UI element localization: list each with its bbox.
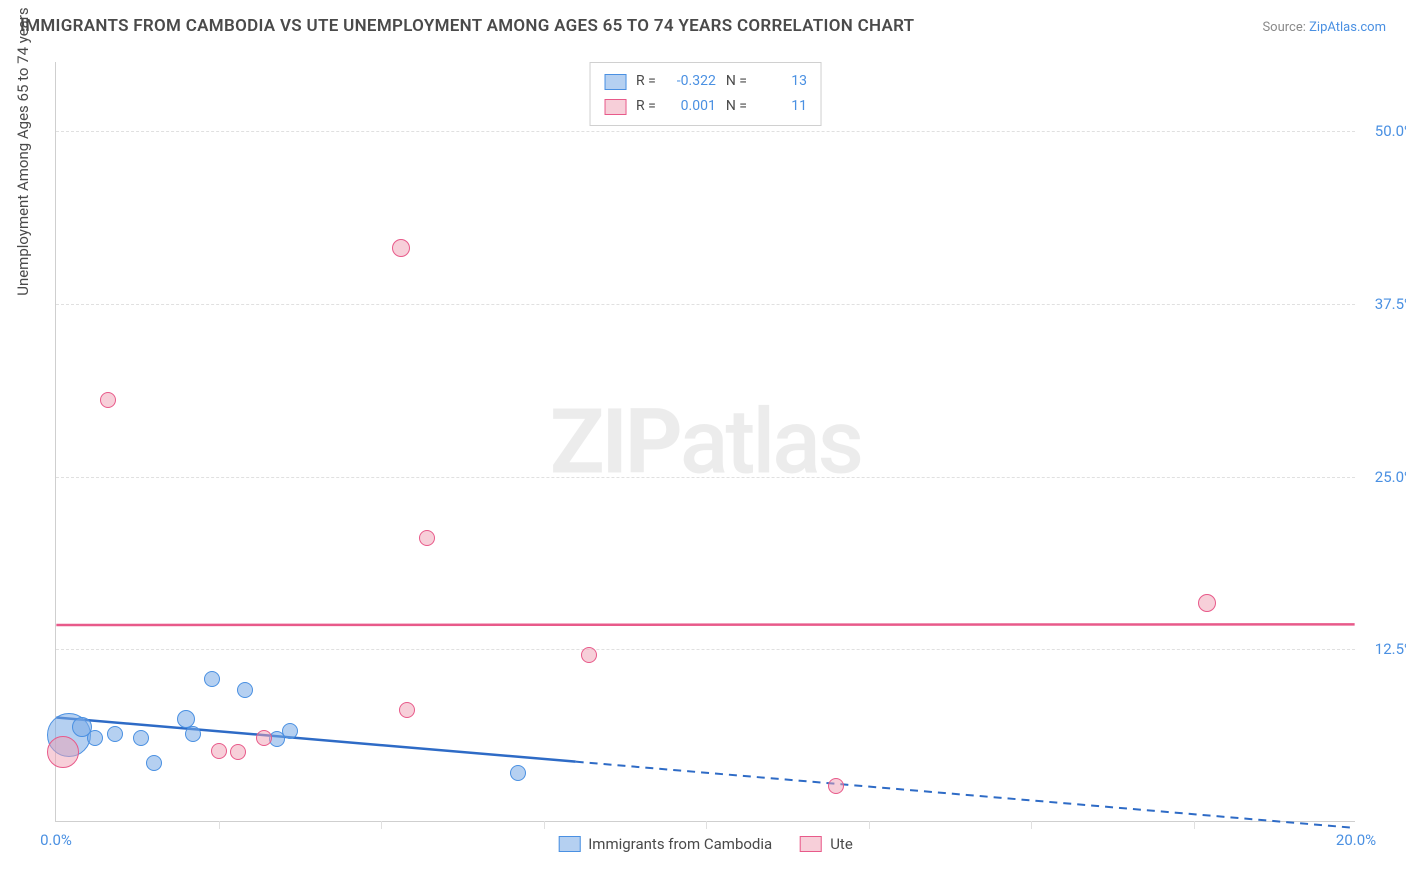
source-link[interactable]: ZipAtlas.com (1309, 20, 1386, 35)
y-tick-label: 25.0% (1375, 468, 1406, 486)
legend-stats-row-blue: R = -0.322 N = 13 (604, 69, 807, 94)
swatch-pink-icon (800, 836, 822, 852)
r-label: R = (636, 69, 656, 94)
legend-item-pink: Ute (800, 835, 853, 853)
source-label: Source: (1262, 20, 1305, 35)
r-value-blue: -0.322 (666, 69, 716, 94)
scatter-point-pink (211, 743, 227, 759)
scatter-point-blue (185, 726, 201, 742)
y-tick-label: 37.5% (1375, 295, 1406, 313)
scatter-point-blue (237, 682, 253, 698)
gridline-h (56, 131, 1355, 132)
x-minor-tick (706, 821, 707, 829)
n-value-pink: 11 (757, 94, 807, 119)
chart-title: IMMIGRANTS FROM CAMBODIA VS UTE UNEMPLOY… (20, 16, 914, 36)
plot-area: ZIPatlas R = -0.322 N = 13 R = 0.001 N =… (55, 62, 1355, 822)
x-minor-tick (869, 821, 870, 829)
scatter-point-pink (399, 702, 415, 718)
scatter-point-pink (581, 647, 597, 663)
x-minor-tick (544, 821, 545, 829)
scatter-point-pink (47, 736, 79, 768)
watermark: ZIPatlas (550, 389, 861, 494)
legend-label-pink: Ute (830, 835, 853, 853)
n-label: N = (726, 94, 747, 119)
scatter-point-pink (828, 778, 844, 794)
gridline-h (56, 304, 1355, 305)
trend-line-pink (56, 624, 1354, 625)
trend-line-blue-dashed (576, 762, 1355, 828)
scatter-point-blue (204, 671, 220, 687)
x-minor-tick (1031, 821, 1032, 829)
x-minor-tick (1194, 821, 1195, 829)
scatter-point-pink (1198, 594, 1216, 612)
n-value-blue: 13 (757, 69, 807, 94)
gridline-h (56, 649, 1355, 650)
x-minor-tick (381, 821, 382, 829)
legend-item-blue: Immigrants from Cambodia (558, 835, 772, 853)
r-label: R = (636, 94, 656, 119)
legend-label-blue: Immigrants from Cambodia (588, 835, 772, 853)
scatter-point-pink (256, 730, 272, 746)
scatter-point-pink (230, 744, 246, 760)
scatter-point-blue (282, 723, 298, 739)
scatter-point-pink (392, 239, 410, 257)
y-tick-label: 12.5% (1375, 640, 1406, 658)
legend-stats: R = -0.322 N = 13 R = 0.001 N = 11 (589, 62, 822, 126)
swatch-pink-icon (604, 99, 626, 115)
gridline-h (56, 477, 1355, 478)
legend-series: Immigrants from Cambodia Ute (558, 835, 853, 853)
y-axis-title: Unemployment Among Ages 65 to 74 years (14, 7, 32, 295)
x-minor-tick (219, 821, 220, 829)
scatter-point-blue (133, 730, 149, 746)
swatch-blue-icon (604, 74, 626, 90)
y-tick-label: 50.0% (1375, 122, 1406, 140)
scatter-point-blue (107, 726, 123, 742)
swatch-blue-icon (558, 836, 580, 852)
x-tick-label: 0.0% (40, 831, 72, 849)
n-label: N = (726, 69, 747, 94)
r-value-pink: 0.001 (666, 94, 716, 119)
scatter-point-blue (510, 765, 526, 781)
trend-lines (56, 62, 1355, 821)
x-tick-label: 20.0% (1336, 831, 1376, 849)
legend-stats-row-pink: R = 0.001 N = 11 (604, 94, 807, 119)
scatter-point-pink (419, 530, 435, 546)
scatter-point-blue (87, 730, 103, 746)
scatter-point-pink (100, 392, 116, 408)
chart-source: Source: ZipAtlas.com (1262, 20, 1386, 35)
scatter-point-blue (146, 755, 162, 771)
